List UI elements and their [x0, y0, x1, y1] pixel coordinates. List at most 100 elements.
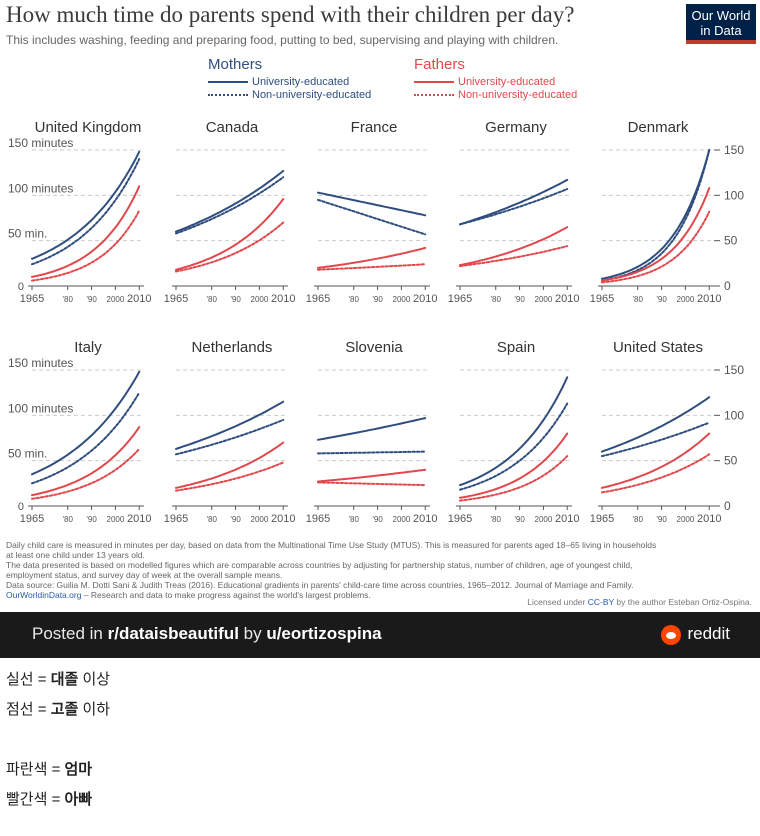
x-tick-label: '80 — [349, 295, 360, 304]
series-line-fathers-nonuni — [459, 245, 569, 268]
series-line-fathers-uni — [31, 426, 141, 497]
x-tick-label: 2000 — [107, 515, 125, 524]
x-tick-label: '80 — [349, 515, 360, 524]
license-link[interactable]: CC-BY — [587, 597, 615, 607]
series-line-mothers-uni — [459, 376, 569, 487]
user-link[interactable]: u/eortizospina — [266, 624, 382, 643]
y-tick-label: 100 minutes — [8, 181, 73, 195]
x-tick-label: 1965 — [590, 513, 614, 525]
y-tick-label: 150 minutes — [8, 136, 73, 150]
panel-title: Spain — [497, 339, 535, 356]
x-tick-label: 2000 — [107, 295, 125, 304]
x-tick-label: '80 — [63, 295, 74, 304]
y-tick-label-right: 50 — [724, 234, 738, 248]
reddit-banner: Posted in r/dataisbeautiful by u/eortizo… — [0, 612, 760, 658]
x-tick-label: 2000 — [251, 295, 269, 304]
x-tick-label: 1965 — [164, 513, 188, 525]
owid-site-link[interactable]: OurWorldinData.org — [6, 590, 82, 600]
series-line-fathers-nonuni — [175, 221, 285, 273]
reddit-logo[interactable]: reddit — [661, 624, 730, 645]
caption-pre: 점선 = — [6, 701, 51, 718]
series-line-fathers-nonuni — [317, 481, 427, 487]
logo-line2: in Data — [700, 23, 742, 38]
legend-fathers-uni-label: University-educated — [458, 76, 556, 88]
series-line-fathers-uni — [459, 226, 569, 267]
site-tagline: – Research and data to make progress aga… — [81, 590, 371, 600]
x-tick-label: 2010 — [413, 293, 437, 305]
x-tick-label: 2000 — [393, 295, 411, 304]
x-tick-label: 2000 — [677, 515, 695, 524]
y-tick-label: 0 — [18, 501, 24, 513]
y-tick-label: 0 — [18, 281, 24, 293]
panel-title: United Kingdom — [35, 119, 142, 136]
x-tick-label: '80 — [207, 515, 218, 524]
panel-title: Canada — [206, 119, 259, 136]
x-tick-label: '80 — [63, 515, 74, 524]
x-tick-label: '90 — [656, 295, 667, 304]
series-line-mothers-uni — [317, 417, 427, 441]
series-line-mothers-uni — [31, 150, 141, 260]
caption-bold: 아빠 — [64, 791, 93, 808]
legend-fathers-uni: University-educated — [414, 76, 555, 88]
panel-title: Denmark — [628, 119, 689, 136]
owid-logo[interactable]: Our World in Data — [686, 4, 756, 44]
caption-blue: 파란색 = 엄마 — [6, 758, 92, 779]
panel-title: Netherlands — [192, 339, 273, 356]
series-line-mothers-uni — [31, 370, 141, 476]
series-line-mothers-nonuni — [459, 402, 569, 491]
x-tick-label: 1965 — [448, 513, 472, 525]
legend-mothers-uni: University-educated — [208, 76, 349, 88]
x-tick-label: 1965 — [164, 293, 188, 305]
x-tick-label: 2010 — [413, 513, 437, 525]
footnote-site-line: OurWorldinData.org – Research and data t… — [6, 590, 754, 600]
series-line-fathers-uni — [601, 187, 711, 282]
x-tick-label: '80 — [633, 295, 644, 304]
footnote-line: The data presented is based on modelled … — [6, 560, 633, 570]
legend-solid-swatch — [414, 81, 454, 84]
footnote-line: Data source: Guilia M. Dotti Sani & Judi… — [6, 580, 634, 590]
series-line-mothers-uni — [601, 149, 711, 280]
series-line-fathers-nonuni — [175, 461, 285, 492]
series-line-mothers-uni — [317, 191, 427, 217]
y-tick-label: 50 min. — [8, 227, 47, 241]
x-tick-label: 1965 — [590, 293, 614, 305]
series-line-fathers-nonuni — [31, 209, 141, 282]
legend-fathers-nonuni-label: Non-university-educated — [458, 89, 578, 101]
caption-red: 빨간색 = 아빠 — [6, 788, 92, 809]
x-tick-label: '90 — [514, 515, 525, 524]
caption-dotted-line: 점선 = 고졸 이하 — [6, 698, 110, 719]
x-tick-label: 2010 — [555, 293, 579, 305]
x-tick-label: 2000 — [535, 515, 553, 524]
y-tick-label-right: 150 — [724, 143, 744, 157]
x-tick-label: 2010 — [127, 293, 151, 305]
series-line-mothers-uni — [459, 178, 569, 226]
panel-title: Slovenia — [345, 339, 403, 356]
y-tick-label-right: 150 — [724, 363, 744, 377]
series-line-mothers-nonuni — [31, 391, 141, 485]
chart-area: How much time do parents spend with thei… — [6, 2, 756, 607]
x-tick-label: '80 — [207, 295, 218, 304]
reddit-brand: reddit — [687, 624, 730, 643]
series-line-fathers-uni — [31, 185, 141, 278]
caption-post: 이하 — [78, 701, 111, 718]
series-line-fathers-nonuni — [317, 263, 427, 271]
x-tick-label: 2010 — [127, 513, 151, 525]
series-line-fathers-uni — [317, 468, 427, 483]
x-tick-label: '80 — [491, 515, 502, 524]
caption-bold: 엄마 — [64, 761, 93, 778]
panel-title: United States — [613, 339, 703, 356]
caption-bold: 고졸 — [50, 701, 79, 718]
series-line-fathers-uni — [459, 432, 569, 499]
x-tick-label: 2010 — [555, 513, 579, 525]
panel-title: Italy — [74, 339, 102, 356]
posted-by-label: by — [238, 624, 267, 643]
subreddit-link[interactable]: r/dataisbeautiful — [107, 624, 239, 643]
legend-fathers-title: Fathers — [414, 56, 465, 73]
x-tick-label: '90 — [372, 515, 383, 524]
panel-title: France — [351, 119, 398, 136]
x-tick-label: 1965 — [306, 293, 330, 305]
x-tick-label: '90 — [86, 295, 97, 304]
legend-mothers-title: Mothers — [208, 56, 263, 73]
x-tick-label: 1965 — [20, 293, 44, 305]
series-line-mothers-uni — [175, 169, 285, 233]
